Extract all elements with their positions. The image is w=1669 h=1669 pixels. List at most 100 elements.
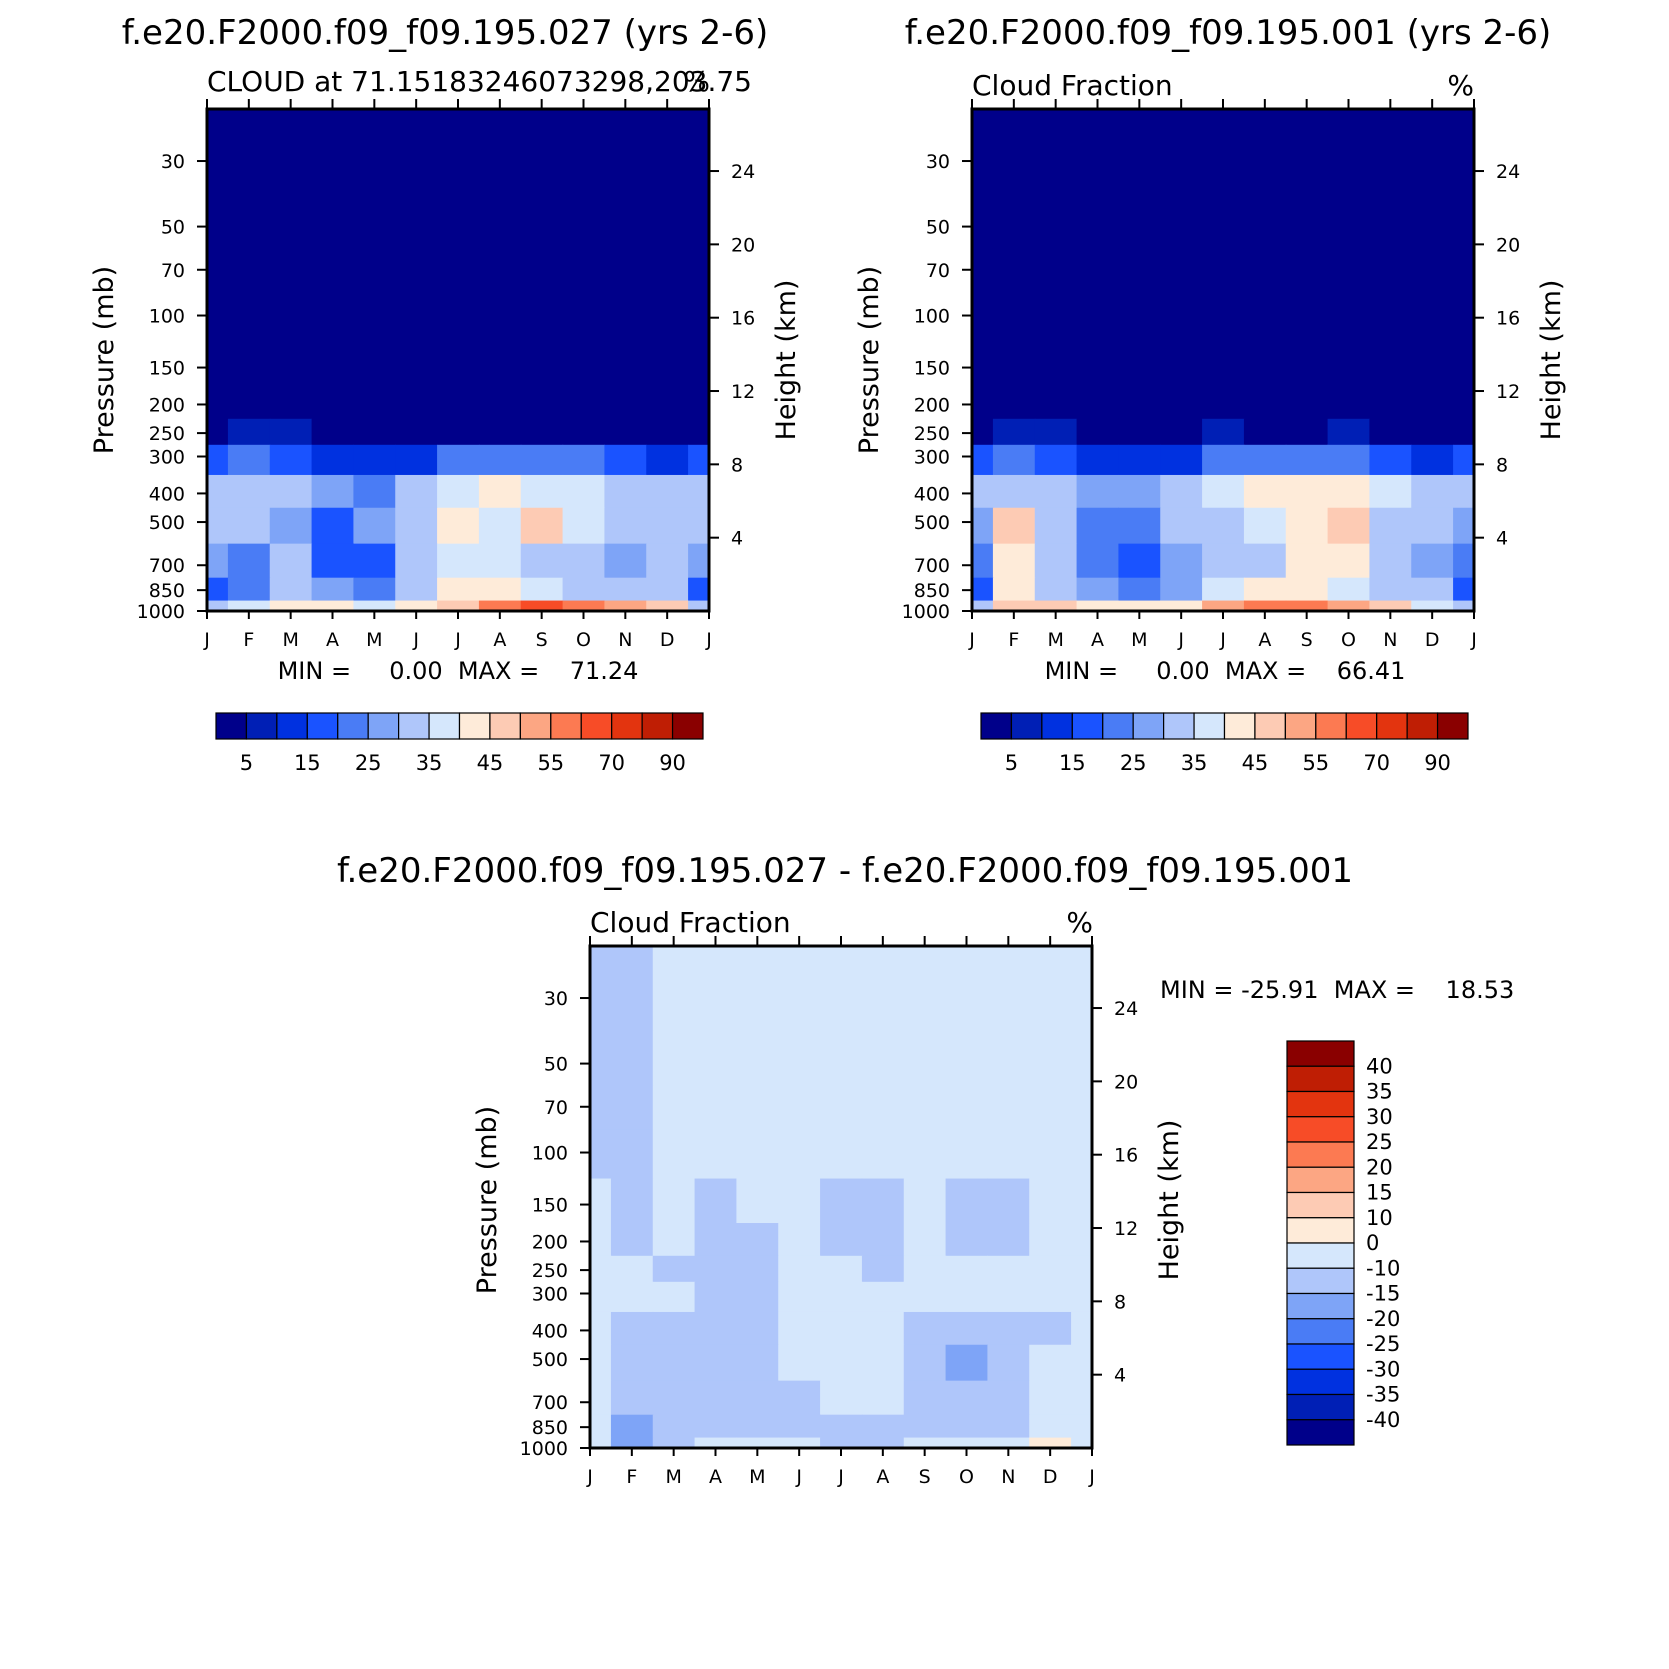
- field-cell: [520, 474, 564, 509]
- field-cell: [778, 1030, 821, 1086]
- y-tick-label: 200: [914, 394, 950, 416]
- colorbar-box: [1286, 1065, 1355, 1093]
- field-cell: [688, 418, 710, 446]
- field-cell: [227, 292, 271, 343]
- field-cell: [861, 1030, 905, 1086]
- colorbar-label: 70: [1363, 751, 1390, 775]
- field-cell: [562, 577, 606, 602]
- height-tick-label: 4: [1114, 1365, 1126, 1387]
- field-cell: [987, 1085, 1030, 1131]
- field-cell: [972, 193, 994, 249]
- field-cell: [1411, 386, 1454, 420]
- field-cell: [562, 600, 606, 612]
- field-cell: [590, 1223, 612, 1257]
- field-cell: [861, 1255, 905, 1283]
- height-tick-label: 24: [1496, 161, 1520, 183]
- colorbar-label: 0: [1366, 1231, 1379, 1255]
- field-cell: [972, 600, 994, 612]
- field-cell: [395, 418, 438, 446]
- colorbar-box: [306, 712, 339, 740]
- field-cell: [1160, 543, 1203, 579]
- field-cell: [778, 1344, 821, 1382]
- field-cell: [987, 1030, 1030, 1086]
- field-cell: [604, 577, 647, 602]
- field-cell: [1243, 193, 1287, 249]
- colorbar-box: [1286, 1141, 1355, 1168]
- field-cell: [1243, 248, 1287, 294]
- field-cell: [820, 1281, 863, 1313]
- field-cell: [903, 1414, 947, 1439]
- field-cell: [520, 444, 564, 476]
- field-cell: [395, 109, 438, 195]
- colorbar-label: -10: [1366, 1256, 1400, 1280]
- y-tick-label: 150: [914, 358, 950, 380]
- colorbar-box: [489, 712, 521, 740]
- field-cell: [1071, 1437, 1093, 1449]
- field-cell: [604, 444, 647, 476]
- min-max-label: MIN = 0.00 MAX = 66.41: [1045, 657, 1406, 685]
- field-cell: [1034, 418, 1078, 446]
- contour-field: [207, 109, 710, 612]
- field-cell: [395, 341, 438, 387]
- field-cell: [395, 507, 438, 545]
- y-axis-label: Pressure (mb): [89, 266, 120, 454]
- field-cell: [269, 386, 313, 420]
- panel-title: f.e20.F2000.f09_f09.195.027 (yrs 2-6): [122, 13, 769, 53]
- field-cell: [1029, 1255, 1072, 1283]
- y-axis-height: 24 20 16 12 8 4: [1092, 998, 1138, 1387]
- field-cell: [945, 1311, 989, 1346]
- field-cell: [992, 193, 1036, 249]
- field-cell: [1243, 418, 1287, 446]
- field-cell: [437, 444, 480, 476]
- field-cell: [688, 600, 710, 612]
- colorbar-label: 35: [416, 751, 443, 775]
- field-cell: [353, 193, 396, 249]
- field-cell: [478, 543, 522, 579]
- field-cell: [590, 1437, 612, 1449]
- field-cell: [1160, 386, 1203, 420]
- contour-field: [590, 946, 1093, 1449]
- field-cell: [1369, 248, 1412, 294]
- x-tick-label: N: [1383, 629, 1397, 651]
- field-cell: [1327, 386, 1371, 420]
- field-cell: [207, 600, 229, 612]
- field-cell: [694, 946, 738, 1032]
- field-cell: [861, 1178, 905, 1224]
- field-cell: [227, 600, 271, 612]
- field-cell: [820, 1129, 863, 1180]
- colorbar-box: [1436, 712, 1469, 740]
- y-axis-right-label: Height (km): [771, 280, 802, 441]
- colorbar-label: 90: [1424, 751, 1451, 775]
- field-cell: [1243, 543, 1287, 579]
- field-cell: [992, 444, 1036, 476]
- field-cell: [646, 507, 689, 545]
- field-cell: [646, 193, 689, 249]
- field-cell: [590, 1255, 612, 1283]
- y-tick-label: 30: [161, 151, 185, 173]
- colorbar-box: [1286, 1166, 1355, 1194]
- field-cell: [987, 946, 1030, 1032]
- colorbar-label: 30: [1366, 1105, 1393, 1129]
- field-cell: [311, 444, 355, 476]
- colorbar-box: [641, 712, 674, 740]
- colorbar-label: -40: [1366, 1408, 1400, 1432]
- field-cell: [1029, 1085, 1072, 1131]
- field-cell: [652, 1344, 696, 1382]
- field-cell: [1327, 248, 1371, 294]
- height-tick-label: 4: [731, 528, 743, 550]
- y-tick-label: 400: [532, 1320, 568, 1342]
- field-cell: [736, 1223, 779, 1257]
- field-cell: [903, 1255, 947, 1283]
- field-cell: [903, 1030, 947, 1086]
- field-cell: [694, 1380, 738, 1416]
- field-cell: [227, 444, 271, 476]
- field-cell: [1076, 341, 1120, 387]
- y-tick-label: 1000: [520, 1438, 568, 1460]
- field-cell: [227, 341, 271, 387]
- field-cell: [694, 1344, 738, 1382]
- field-cell: [694, 1311, 738, 1346]
- colorbar-box: [1286, 1318, 1355, 1345]
- field-cell: [1071, 1223, 1093, 1257]
